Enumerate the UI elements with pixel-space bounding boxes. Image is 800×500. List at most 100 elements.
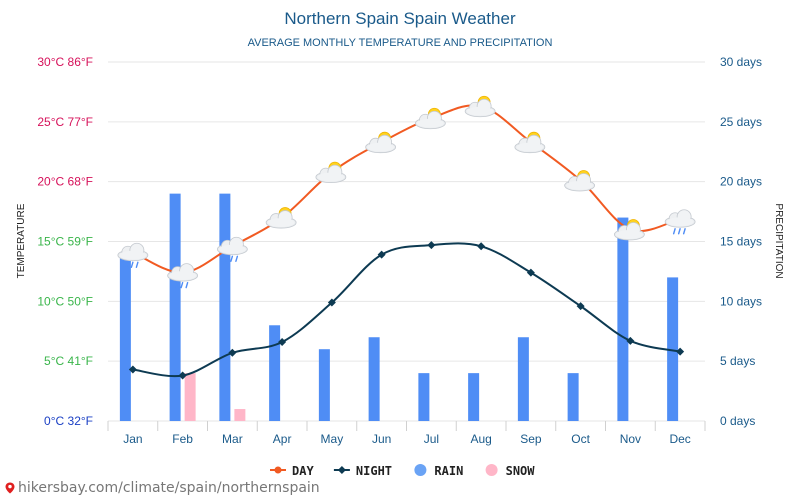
sun-cloud-icon (613, 219, 645, 241)
rain-bar (567, 373, 579, 421)
legend-item-rain[interactable]: RAIN (414, 464, 463, 478)
x-tick-label: Jun (372, 432, 391, 446)
x-tick-label: Nov (620, 432, 641, 446)
x-tick-label: Sep (520, 432, 542, 446)
cloud-part (466, 106, 494, 116)
footer-url[interactable]: hikersbay.com/climate/spain/northernspai… (18, 480, 320, 496)
y-tick-label-right: 15 days (720, 235, 762, 249)
cloud-part (317, 172, 345, 182)
y-tick-label-right: 25 days (720, 115, 762, 129)
temperature-lines (128, 104, 685, 380)
night-line (132, 242, 681, 378)
chart-subtitle: AVERAGE MONTHLY TEMPERATURE AND PRECIPIT… (248, 37, 553, 49)
cloud-part (119, 250, 147, 260)
y-tick-label-right: 5 days (720, 354, 755, 368)
y-axis-title-left: TEMPERATURE (16, 203, 27, 278)
legend-item-snow[interactable]: SNOW (485, 464, 536, 478)
rain-drop (185, 281, 189, 289)
rain-drop (230, 255, 234, 262)
x-tick-label: Dec (669, 432, 690, 446)
legend-marker (274, 466, 282, 474)
x-tick-label: Feb (172, 432, 193, 446)
rain-cloud-icon (117, 242, 149, 268)
y-tick-label-right: 10 days (720, 294, 762, 308)
x-tick-label: Mar (222, 432, 243, 446)
rain-bar (517, 337, 529, 421)
cloud-part (416, 118, 444, 128)
y-tick-label-left: 30°C 86°F (37, 55, 93, 69)
x-tick-label: Aug (470, 432, 491, 446)
sun-cloud-icon (414, 107, 446, 130)
night-point (377, 250, 386, 259)
night-point (626, 336, 635, 345)
night-point (128, 365, 137, 374)
sun-cloud-icon (464, 95, 496, 118)
rain-bar (368, 337, 380, 421)
chart-title: Northern Spain Spain Weather (284, 9, 516, 28)
y-axis-title-right: PRECIPITATION (773, 203, 784, 278)
snow-bar (184, 373, 196, 421)
cloud-part (218, 244, 246, 254)
night-point (178, 371, 187, 380)
sun-cloud-icon (514, 131, 546, 154)
cloud-part (666, 217, 694, 227)
y-tick-label-right: 20 days (720, 175, 762, 189)
y-tick-label-left: 25°C 77°F (37, 115, 93, 129)
sun-cloud-icon (365, 131, 397, 154)
night-point (526, 268, 535, 277)
y-tick-label-left: 0°C 32°F (44, 414, 93, 428)
legend-item-day[interactable]: DAY (270, 464, 314, 478)
rain-bar (617, 217, 629, 421)
axis-labels: 0°C 32°F 5°C 41°F 10°C 50°F 15°C 59°F 20°C 6… (37, 55, 762, 446)
legend-label: NIGHT (356, 464, 392, 478)
grid-lines (107, 61, 706, 431)
y-tick-label-left: 10°C 50°F (37, 294, 93, 308)
night-point (327, 298, 336, 307)
rain-drop (682, 228, 686, 235)
rain-drop (225, 255, 229, 262)
rain-bar (219, 193, 231, 421)
location-pin-icon (5, 482, 15, 494)
cloud-part (566, 180, 594, 190)
sun-cloud-icon (564, 170, 596, 192)
rain-bar (269, 325, 281, 421)
y-tick-label-left: 20°C 68°F (37, 175, 93, 189)
rain-drop (135, 261, 139, 268)
y-tick-label-right: 0 days (720, 414, 755, 428)
rain-cloud-icon (664, 209, 696, 235)
legend-label: RAIN (434, 464, 463, 478)
rain-cloud-icon (167, 263, 199, 289)
night-point (676, 347, 685, 356)
y-tick-label-left: 5°C 41°F (44, 354, 93, 368)
rain-bar (119, 253, 131, 421)
rain-drop (235, 255, 239, 262)
rain-drop (180, 281, 184, 289)
rain-bar (468, 373, 480, 421)
night-point (576, 302, 585, 311)
x-tick-label: Apr (273, 432, 292, 446)
rain-drop (677, 228, 681, 235)
cloud-part (367, 142, 395, 152)
x-tick-label: Jul (424, 432, 439, 446)
y-tick-label-right: 30 days (720, 55, 762, 69)
legend[interactable]: DAY NIGHT RAIN SNOW (270, 464, 535, 478)
precipitation-bars (119, 193, 679, 421)
legend-item-night[interactable]: NIGHT (333, 464, 392, 478)
rain-drop (125, 261, 129, 268)
legend-label: DAY (292, 464, 314, 478)
cloud-part (267, 218, 295, 228)
footer-link[interactable]: hikersbay.com/climate/spain/northernspai… (4, 480, 320, 496)
legend-label: SNOW (506, 464, 536, 478)
sun-cloud-icon (265, 207, 297, 229)
rain-bar (667, 277, 679, 421)
x-tick-label: Oct (571, 432, 590, 446)
cloud-part (516, 142, 544, 152)
legend-marker (485, 464, 498, 476)
cloud-part (169, 271, 197, 281)
x-tick-label: Jan (123, 432, 142, 446)
rain-bar (318, 349, 330, 421)
cloud-part (615, 230, 643, 240)
rain-bar (169, 193, 181, 421)
legend-marker (414, 464, 427, 476)
